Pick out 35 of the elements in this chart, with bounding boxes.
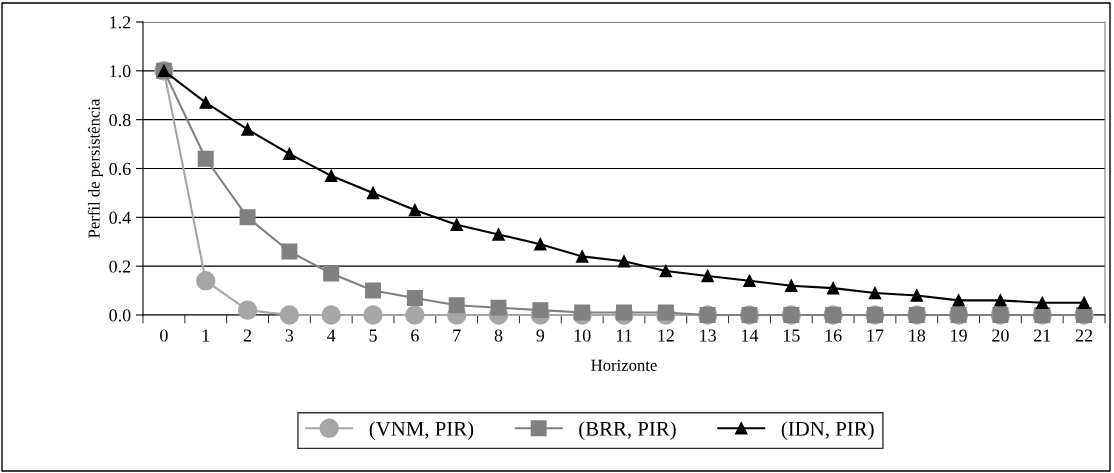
x-tick-label: 19 bbox=[951, 329, 967, 342]
x-tick-label: 5 bbox=[369, 329, 377, 342]
x-tick-label: 8 bbox=[494, 329, 503, 342]
x-tick-label: 15 bbox=[783, 329, 800, 342]
x-tick-label: 21 bbox=[1034, 329, 1051, 342]
legend-label: (VNM, PIR) bbox=[369, 421, 474, 441]
x-tick-label: 0 bbox=[160, 329, 168, 342]
y-tick-label: 0.4 bbox=[109, 211, 131, 224]
legend-label: (IDN, PIR) bbox=[781, 421, 874, 441]
x-tick-label: 22 bbox=[1075, 329, 1093, 342]
y-tick-label: 0.6 bbox=[109, 162, 131, 176]
x-tick-label: 1 bbox=[202, 329, 210, 342]
x-tick-label: 11 bbox=[616, 329, 632, 342]
y-tick-label: 1.0 bbox=[110, 65, 131, 78]
x-tick-label: 2 bbox=[243, 329, 252, 342]
x-tick-label: 6 bbox=[411, 329, 419, 342]
x-tick-label: 4 bbox=[327, 329, 336, 342]
x-tick-label: 13 bbox=[700, 329, 716, 342]
legend-label: (BRR, PIR) bbox=[579, 421, 676, 441]
x-tick-label: 10 bbox=[574, 329, 591, 342]
y-axis-title: Perfil de persistência bbox=[87, 98, 104, 238]
x-tick-label: 17 bbox=[867, 329, 884, 342]
x-tick-label: 9 bbox=[536, 329, 545, 342]
x-tick-label: 7 bbox=[453, 329, 461, 342]
y-tick-label: 0.0 bbox=[109, 309, 131, 322]
y-tick-label: 0.8 bbox=[109, 113, 131, 127]
x-tick-label: 12 bbox=[658, 329, 674, 342]
x-tick-label: 20 bbox=[992, 329, 1009, 342]
y-tick-label: 1.2 bbox=[110, 16, 131, 29]
x-tick-label: 16 bbox=[825, 329, 842, 342]
y-tick-label: 0.2 bbox=[109, 260, 131, 273]
x-axis-title: Horizonte bbox=[591, 359, 657, 371]
x-tick-label: 3 bbox=[285, 329, 294, 342]
x-tick-label: 14 bbox=[742, 329, 759, 342]
x-tick-label: 18 bbox=[909, 329, 926, 342]
